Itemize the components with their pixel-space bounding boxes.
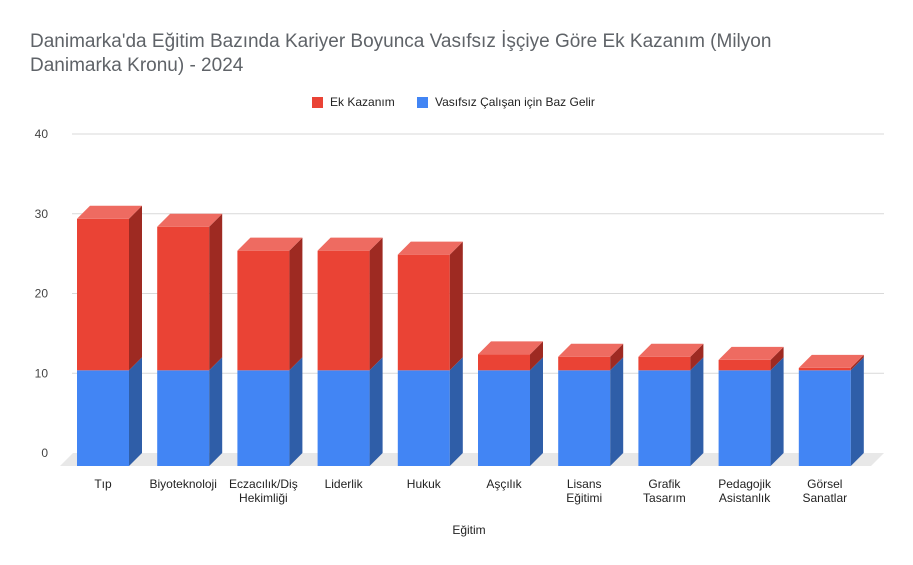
bar-top [638, 343, 704, 357]
bar-segment-extra [478, 354, 530, 371]
category-label: Tıp [94, 477, 112, 491]
bar-segment-extra [798, 367, 851, 371]
category-label: Eczacılık/Diş Hekimliği [229, 477, 298, 505]
bar-side-base [209, 357, 223, 466]
labels-layer: 0 10 20 30 40 Tıp Biyoteknoloji Eczacılık/Diş He… [35, 127, 848, 505]
bar-segment-base [478, 370, 530, 466]
bars-layer [77, 205, 864, 466]
category-label: Hukuk [407, 477, 442, 491]
category-label: Aşçılık [486, 477, 522, 491]
bar-segment-extra [638, 356, 691, 371]
bar-top [237, 237, 303, 251]
legend-label: Ek Kazanım [330, 95, 395, 109]
y-tick-label: 0 [41, 446, 48, 460]
bar-segment-base [77, 370, 129, 466]
bar-side-extra [530, 341, 543, 371]
legend-swatch [312, 97, 323, 108]
bar-side-base [770, 357, 784, 466]
bar-top [478, 341, 543, 355]
bar-segment-extra [718, 359, 771, 371]
bar-side-base [850, 357, 864, 466]
bar-side-base [690, 357, 704, 466]
bar-segment-base [638, 370, 691, 466]
bar-segment-base [317, 370, 370, 466]
bar-side-extra [129, 205, 142, 371]
bar-side-base [449, 357, 463, 466]
bar-segment-base [237, 370, 290, 466]
bar-side-extra [209, 213, 223, 371]
chart-title: Danimarka'da Eğitim Bazında Kariyer Boyu… [30, 31, 772, 76]
y-tick-label: 30 [35, 207, 49, 221]
bar-side-extra [850, 354, 864, 371]
legend-swatch [417, 97, 428, 108]
y-tick-label: 20 [35, 287, 49, 301]
bar-side-base [129, 357, 142, 466]
bar-side-extra [449, 241, 463, 371]
bar-top [77, 205, 142, 219]
bar-side-extra [610, 343, 624, 371]
bar-top [558, 343, 624, 357]
bar-segment-extra [77, 218, 129, 371]
bar-segment-base [558, 370, 611, 466]
x-axis-title: Eğitim [452, 523, 485, 537]
bar-segment-base [798, 370, 851, 466]
bar-segment-base [157, 370, 210, 466]
bar-segment-extra [157, 226, 210, 371]
y-tick-label: 40 [35, 127, 49, 141]
bar-top [157, 213, 223, 227]
bar-top [718, 346, 784, 360]
bar-segment-extra [397, 254, 450, 371]
category-label: Grafik Tasarım [643, 477, 686, 505]
y-tick-label: 10 [35, 366, 49, 380]
bar-segment-base [397, 370, 450, 466]
bar-top [317, 237, 383, 251]
category-label: Görsel Sanatlar [802, 477, 847, 505]
category-label: Biyoteknoloji [150, 477, 217, 491]
bar-segment-base [718, 370, 771, 466]
bar-side-extra [690, 343, 704, 371]
bar-side-extra [369, 237, 383, 371]
bar-side-base [289, 357, 303, 466]
bar-side-base [369, 357, 383, 466]
category-label: Pedagojik Asistanlık [718, 477, 772, 505]
legend: Ek Kazanım Vasıfsız Çalışan için Baz Geli… [312, 95, 595, 109]
legend-label: Vasıfsız Çalışan için Baz Gelir [435, 95, 595, 109]
category-label: Lisans Eğitimi [566, 477, 602, 505]
bar-segment-extra [237, 250, 290, 371]
bar-side-base [530, 357, 543, 466]
bar-top [397, 241, 463, 255]
bar-side-extra [770, 346, 784, 371]
category-label: Liderlik [325, 477, 364, 491]
bar-segment-extra [317, 250, 370, 371]
bar-side-base [610, 357, 624, 466]
bar-segment-extra [558, 356, 611, 371]
bar-side-extra [289, 237, 303, 371]
bar-top [798, 354, 864, 368]
